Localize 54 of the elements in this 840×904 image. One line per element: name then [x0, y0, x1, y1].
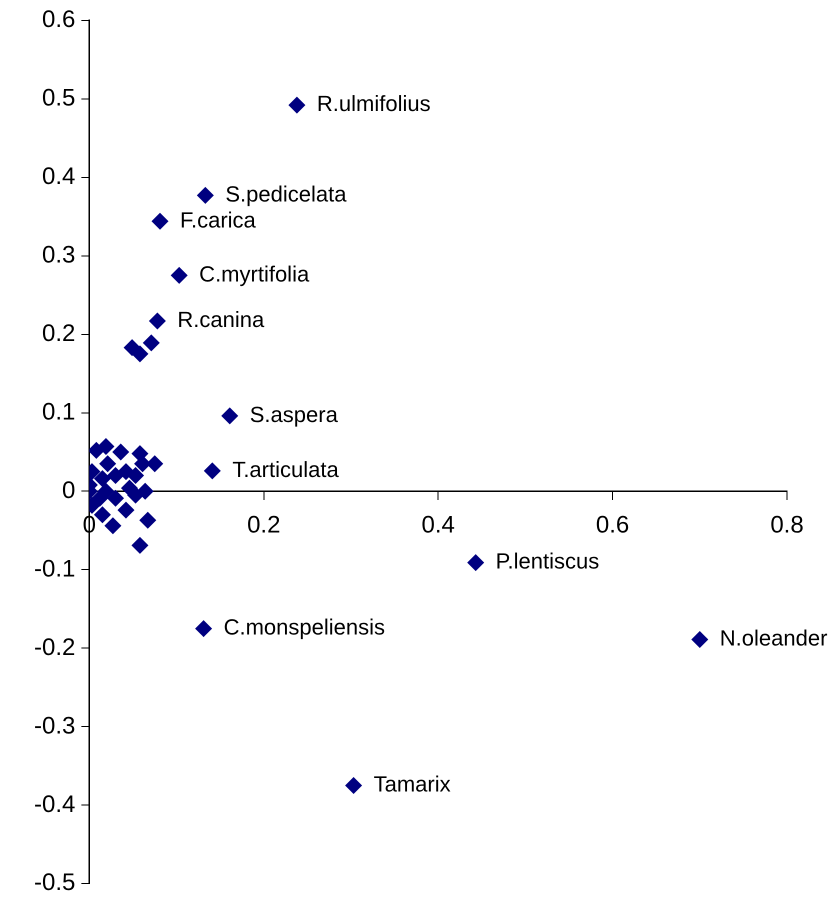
y-tick-label: -0.2 [34, 634, 76, 661]
y-tick-label: -0.4 [34, 790, 76, 818]
point [288, 96, 306, 114]
y-tick-label: 0 [62, 476, 76, 504]
point [195, 620, 212, 638]
y-tick-label: -0.1 [34, 555, 76, 582]
y-tick-label: 0.1 [42, 398, 76, 426]
y-tick-label: -0.5 [34, 869, 76, 896]
point [204, 462, 221, 480]
point [112, 444, 130, 460]
annotation: C.monspeliensis [224, 614, 385, 640]
x-tick-label: 0.8 [770, 511, 804, 538]
point [148, 312, 166, 330]
y-tick-label: 0.2 [42, 320, 76, 347]
point [107, 467, 124, 484]
point [131, 536, 148, 554]
point [104, 517, 122, 534]
y-tick-label: 0.6 [42, 6, 76, 34]
y-tick-label: 0.3 [42, 241, 76, 268]
point [221, 407, 238, 424]
point [196, 186, 214, 204]
point [151, 212, 168, 230]
x-tick-label: 0.4 [421, 511, 455, 538]
annotation: Tamarix [374, 772, 451, 797]
point [170, 266, 188, 284]
point [117, 502, 134, 519]
y-tick-label: -0.3 [34, 712, 76, 740]
point [91, 490, 108, 507]
point [94, 506, 111, 524]
annotation: S.pedicelata [225, 181, 348, 206]
point [89, 442, 105, 459]
point [120, 480, 138, 497]
annotation: P.lentiscus [496, 548, 600, 574]
y-tick-label: 0.4 [42, 162, 76, 190]
annotation: T.articulata [232, 456, 340, 482]
point [127, 467, 144, 484]
point [142, 334, 160, 352]
x-tick-label: 0.2 [247, 511, 280, 538]
y-tick-label: 0.5 [42, 84, 76, 112]
annotation: C.myrtifolia [199, 262, 310, 286]
point [691, 631, 708, 648]
point [94, 470, 111, 488]
point [131, 345, 148, 362]
point [467, 554, 484, 572]
annotation: N.oleander [720, 626, 828, 651]
point [139, 512, 156, 529]
annotation: F.carica [180, 207, 257, 232]
annotation: R.ulmifolius [316, 91, 431, 116]
point [99, 455, 116, 472]
x-tick-label: 0.6 [596, 511, 630, 538]
annotation: S.aspera [250, 402, 339, 427]
point [345, 777, 362, 794]
point [107, 490, 124, 507]
annotation: R.canina [177, 307, 265, 332]
